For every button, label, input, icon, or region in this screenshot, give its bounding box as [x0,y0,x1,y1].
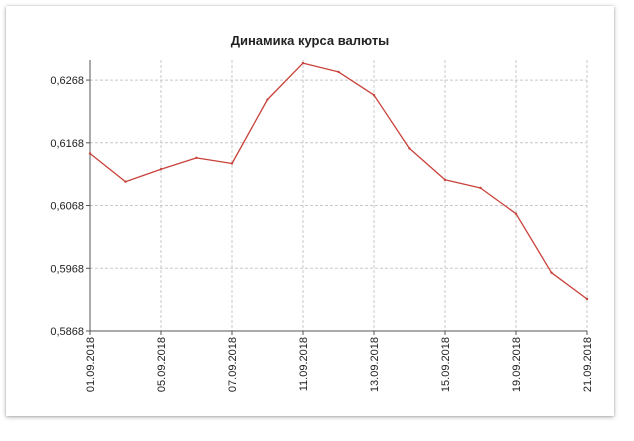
chart-title: Динамика курса валюты [230,33,390,48]
data-point [479,186,482,190]
grid-lines [90,60,588,331]
y-tick-label: 0,6168 [50,138,84,150]
y-tick-label: 0,5968 [50,263,84,275]
x-tick-label: 21.09.2018 [582,337,594,392]
data-point [585,297,589,301]
data-point [88,152,92,155]
data-point [230,162,234,165]
data-point [337,70,340,74]
x-tick-label: 05.09.2018 [156,337,168,392]
data-point [159,167,163,171]
data-point [514,212,518,215]
series-layer [88,61,589,301]
chart-card: Динамика курса валюты 0,6268 0,6168 0,6068… [6,6,614,416]
data-point [124,180,127,183]
x-tick-label: 15.09.2018 [440,337,452,392]
x-tick-label: 11.09.2018 [298,337,310,391]
y-tick-label: 0,6068 [50,201,84,213]
series-line [89,62,588,300]
data-point [443,178,447,182]
x-tick-label: 19.09.2018 [511,337,523,392]
x-tick-label: 01.09.2018 [85,337,97,392]
y-tick-label: 0,5868 [50,326,84,338]
data-point [195,156,198,160]
data-point [408,147,411,150]
x-tick-label: 07.09.2018 [227,337,239,392]
y-tick-label: 0,6268 [50,75,84,87]
tick-labels: 0,6268 0,6168 0,6068 0,5968 0,586801.09.2018… [50,75,594,392]
data-point [372,93,376,97]
line-chart: 0,6268 0,6168 0,6068 0,5968 0,586801.09.2018… [50,60,594,392]
x-tick-label: 13.09.2018 [369,337,381,392]
data-point [550,271,553,274]
data-point [301,61,305,65]
axes [86,60,588,335]
data-point [266,98,269,101]
